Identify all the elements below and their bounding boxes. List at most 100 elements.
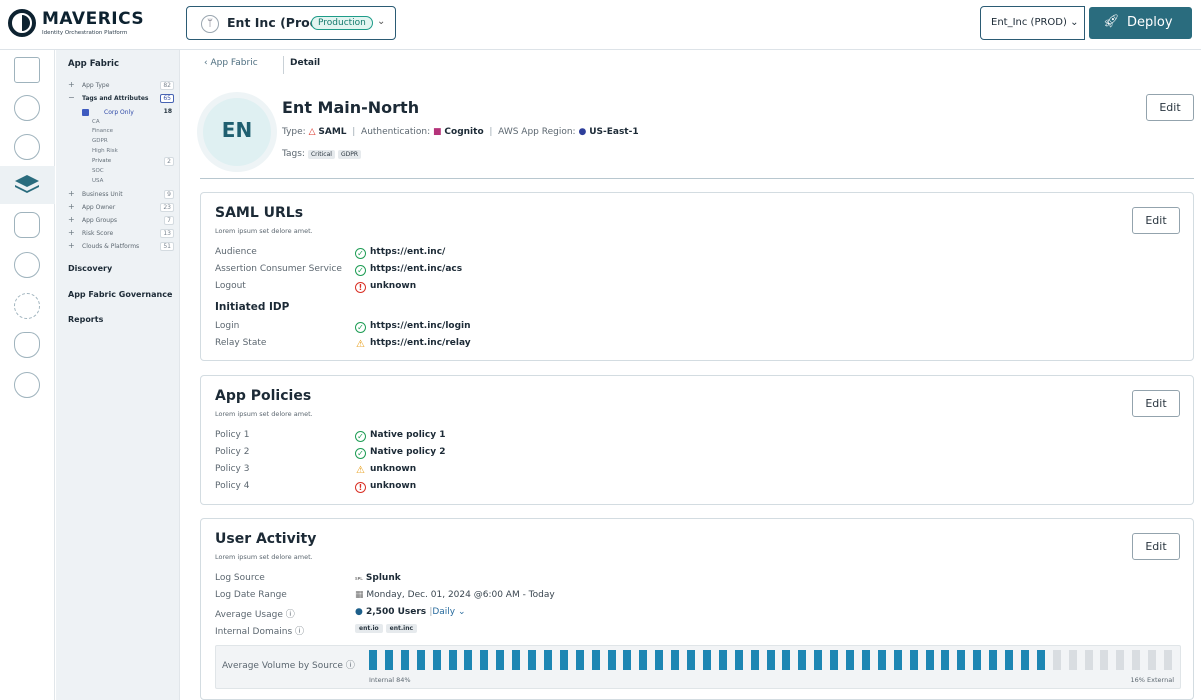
field-label: Log Date Range xyxy=(215,590,287,600)
sidebar-item-app-groups[interactable]: + App Groups 7 xyxy=(68,216,174,225)
sidebar-item-label: Tags and Attributes xyxy=(82,95,149,102)
sidebar-item-label: Corp Only xyxy=(104,109,134,116)
volume-bar-internal xyxy=(448,650,457,670)
sidebar-item-tags-and-attributes[interactable]: − Tags and Attributes 65 xyxy=(68,94,174,103)
volume-bar-external xyxy=(1100,650,1109,670)
deploy-button[interactable]: 🚀︎ Deploy xyxy=(1089,7,1192,39)
layers-icon[interactable] xyxy=(15,175,39,193)
header-divider xyxy=(200,178,1194,179)
logo-mark-icon xyxy=(8,9,36,37)
value-text: Native policy 1 xyxy=(370,430,446,440)
sidebar-item-app-owner[interactable]: + App Owner 23 xyxy=(68,203,174,212)
sidebar-item-corp-only[interactable]: Corp Only 18 xyxy=(68,108,174,117)
auth-label: Authentication: xyxy=(361,127,431,137)
value-text: 2,500 Users xyxy=(366,607,427,617)
sidebar-item-label: App Owner xyxy=(82,204,116,211)
field-label: Relay State xyxy=(215,338,267,348)
app-policies-card: App Policies Lorem ipsum set delore amet… xyxy=(200,375,1194,505)
sidebar-item-count: 82 xyxy=(160,81,174,90)
field-value: ⚠ https://ent.inc/relay xyxy=(355,338,471,351)
breadcrumb-back-link[interactable]: ‹ App Fabric xyxy=(204,58,258,68)
tag-finance[interactable]: Finance xyxy=(92,128,114,134)
edit-policies-button[interactable]: Edit xyxy=(1132,390,1180,417)
volume-bar-internal xyxy=(639,650,648,670)
sidebar-item-app-type[interactable]: + App Type 82 xyxy=(68,81,174,90)
flow-icon[interactable] xyxy=(14,212,40,238)
environment-name: Ent Inc (Prod) xyxy=(227,15,325,30)
volume-bar-internal xyxy=(734,650,743,670)
sidebar-section-reports[interactable]: Reports xyxy=(68,315,104,324)
field-value: ● 2,500 Users |Daily ⌄ xyxy=(355,607,466,617)
breadcrumb: ‹ App Fabric Detail xyxy=(204,56,320,74)
usage-period-select[interactable]: Daily ⌄ xyxy=(432,607,466,617)
info-icon[interactable]: ⓘ xyxy=(345,661,355,671)
field-label: Login xyxy=(215,321,240,331)
search-icon[interactable] xyxy=(14,95,40,121)
tag-gdpr[interactable]: GDPR xyxy=(92,138,108,144)
volume-bar-internal xyxy=(496,650,505,670)
sidebar-item-risk-score[interactable]: + Risk Score 13 xyxy=(68,229,174,238)
breadcrumb-parent[interactable]: App Fabric xyxy=(210,58,258,68)
volume-bar-external xyxy=(1132,650,1141,670)
edit-saml-button[interactable]: Edit xyxy=(1132,207,1180,234)
tag-usa[interactable]: USA xyxy=(92,178,104,184)
domain-chip: ent.inc xyxy=(385,624,418,633)
tag-ca[interactable]: CA xyxy=(92,119,100,125)
check-circle-icon: ✓ xyxy=(355,448,366,459)
sidebar-item-private[interactable]: Private 2 xyxy=(68,157,174,166)
brand-name: MAVERICS xyxy=(42,9,145,29)
field-label: Policy 1 xyxy=(215,430,250,440)
volume-bar-external xyxy=(1068,650,1077,670)
saml-urls-card: SAML URLs Lorem ipsum set delore amet. E… xyxy=(200,192,1194,361)
deploy-label: Deploy xyxy=(1127,15,1173,30)
sidebar-section-discovery[interactable]: Discovery xyxy=(68,264,113,273)
warning-triangle-icon: ⚠ xyxy=(356,465,365,476)
environment-selector[interactable]: ᛘ Ent Inc (Prod) Production ⌄ xyxy=(186,6,396,40)
field-label: Audience xyxy=(215,247,257,257)
tags-label: Tags: xyxy=(282,149,305,159)
sidebar-item-business-unit[interactable]: + Business Unit 9 xyxy=(68,190,174,199)
environment-icon: ᛘ xyxy=(201,15,219,33)
tag-soc[interactable]: SOC xyxy=(92,168,104,174)
tag-gdpr: GDPR xyxy=(337,150,362,159)
field-label: Log Source xyxy=(215,573,265,583)
value-text: https://ent.inc/acs xyxy=(370,264,463,274)
plus-icon: + xyxy=(68,80,75,89)
card-subtitle: Lorem ipsum set delore amet. xyxy=(215,553,313,561)
sidebar-title: App Fabric xyxy=(68,59,119,69)
sidebar-section-governance[interactable]: App Fabric Governance xyxy=(68,290,173,299)
org-selector[interactable]: Ent_Inc (PROD) ⌄ xyxy=(980,6,1085,40)
warning-triangle-icon: ⚠ xyxy=(356,339,365,350)
tag-high-risk[interactable]: High Risk xyxy=(92,148,118,154)
corp-only-checkbox[interactable] xyxy=(82,109,89,116)
volume-bar-internal xyxy=(766,650,775,670)
field-label: Assertion Consumer Service xyxy=(215,264,342,274)
app-avatar: EN xyxy=(203,98,271,166)
volume-bar-internal xyxy=(480,650,489,670)
saml-icon: △ xyxy=(308,127,316,137)
health-icon[interactable] xyxy=(14,252,40,278)
volume-bar-internal xyxy=(528,650,536,670)
volume-label: Average Volume by Source ⓘ xyxy=(222,658,355,671)
value-text: unknown xyxy=(370,464,417,474)
region-label: AWS App Region: xyxy=(498,127,576,137)
info-icon[interactable]: ⓘ xyxy=(295,627,305,637)
tag-critical: Critical xyxy=(307,150,335,159)
edit-activity-button[interactable]: Edit xyxy=(1132,533,1180,560)
volume-bar-internal xyxy=(1020,650,1029,670)
volume-bar-internal xyxy=(687,650,695,670)
sidebar-item-count: 51 xyxy=(160,242,174,251)
sidebar-item-clouds-platforms[interactable]: + Clouds & Platforms 51 xyxy=(68,242,174,251)
globe-icon[interactable] xyxy=(14,134,40,160)
field-value: ✓ Native policy 2 xyxy=(355,447,446,459)
dashboard-icon[interactable] xyxy=(14,57,40,83)
volume-bar-internal xyxy=(671,650,680,670)
download-icon[interactable] xyxy=(14,372,40,398)
volume-bar-internal xyxy=(559,650,568,670)
insights-icon[interactable] xyxy=(14,293,40,319)
card-title: User Activity xyxy=(215,531,317,547)
maverics-logo[interactable]: MAVERICS Identity Orchestration Platform xyxy=(8,7,168,43)
info-icon[interactable]: ⓘ xyxy=(285,610,295,620)
edit-app-button[interactable]: Edit xyxy=(1146,94,1194,121)
shield-icon[interactable] xyxy=(14,332,40,358)
